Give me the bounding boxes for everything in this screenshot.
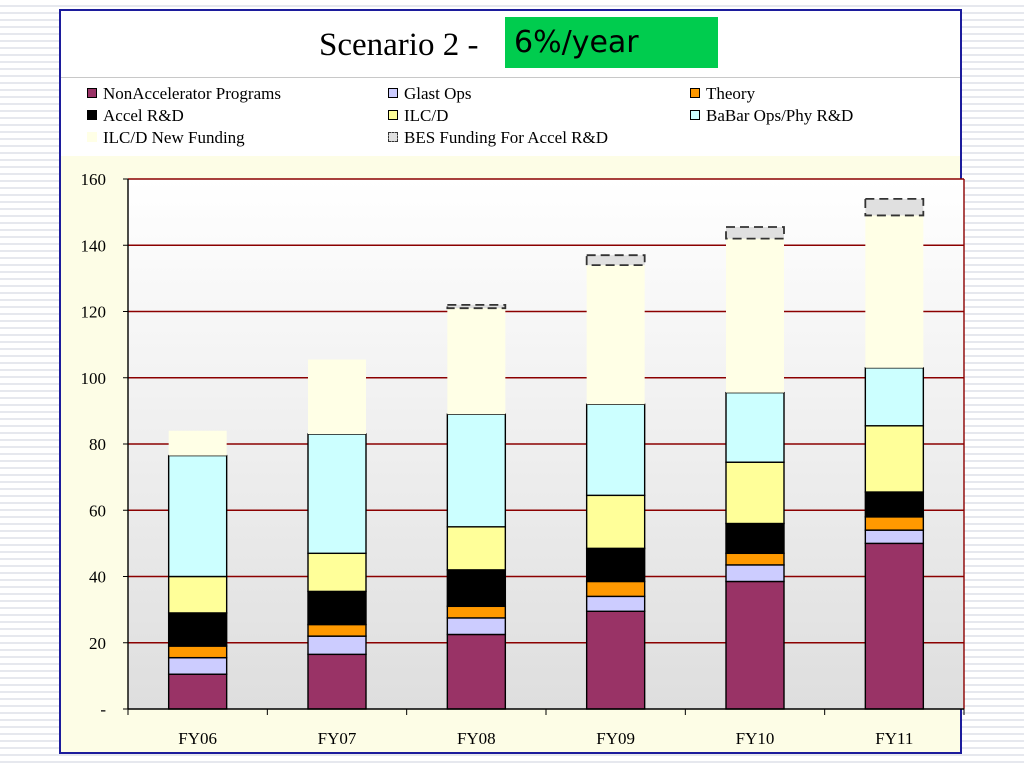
bar-segment: [864, 425, 925, 493]
x-tick-label: FY08: [457, 729, 496, 748]
bar-segment: [864, 516, 925, 531]
bar-segment: [167, 575, 228, 614]
bar-segment: [585, 595, 646, 612]
legend-swatch-accel-rd: [87, 110, 97, 120]
bar-segment: [446, 526, 507, 571]
bar-segment: [585, 547, 646, 583]
x-tick-label: FY06: [178, 729, 217, 748]
bar-segment: [446, 303, 507, 310]
y-tick-label: 100: [81, 369, 107, 388]
legend-label: Theory: [706, 84, 756, 103]
legend-entry-theory: Theory: [690, 84, 755, 104]
legend-swatch-glast-ops: [388, 88, 398, 98]
bar-segment: [307, 653, 367, 710]
bar-segment: [307, 590, 367, 626]
bar-segment: [725, 564, 785, 583]
bar-segment: [586, 265, 645, 405]
bar-segment: [585, 403, 646, 497]
bar-segment: [585, 254, 646, 267]
bar-segment: [725, 580, 785, 710]
bar-segment: [865, 215, 924, 368]
legend-label: NonAccelerator Programs: [103, 84, 281, 103]
legend-swatch-ilc-d: [388, 110, 398, 120]
y-tick-label: 120: [81, 303, 107, 322]
title-highlight: 6%/year: [505, 17, 718, 68]
bar-segment: [446, 633, 507, 710]
legend-label: BaBar Ops/Phy R&D: [706, 106, 854, 125]
legend-swatch-theory: [690, 88, 700, 98]
bar-segment: [725, 391, 785, 463]
bar-segment: [864, 491, 925, 518]
bar-segment: [446, 605, 507, 619]
x-tick-label: FY07: [318, 729, 357, 748]
y-tick-label: -: [100, 700, 106, 719]
x-tick-label: FY09: [596, 729, 635, 748]
legend-entry-accel-rd: Accel R&D: [87, 106, 184, 126]
bar-segment: [725, 461, 785, 525]
legend-label: ILC/D New Funding: [103, 128, 245, 147]
slide-title: Scenario 2 -: [319, 27, 479, 63]
legend-entry-glast-ops: Glast Ops: [388, 84, 472, 104]
bar-segment: [585, 580, 646, 598]
y-tick-label: 160: [81, 170, 107, 189]
bar-segment: [307, 552, 367, 593]
legend-entry-ilc-d: ILC/D: [388, 106, 448, 126]
y-tick-label: 40: [89, 568, 106, 587]
bar-segment: [864, 197, 925, 217]
legend-label: ILC/D: [404, 106, 449, 125]
bar-segment: [167, 645, 228, 659]
legend-swatch-babar-ops: [690, 110, 700, 120]
x-tick-label: FY11: [875, 729, 913, 748]
bar-segment: [167, 612, 228, 647]
bar-segment: [447, 308, 506, 415]
bar-segment: [446, 413, 507, 528]
bar-segment: [585, 610, 646, 710]
legend-entry-bes-funding: BES Funding For Accel R&D: [388, 128, 608, 148]
y-tick-label: 80: [89, 435, 106, 454]
y-tick-label: 60: [89, 501, 106, 520]
bar-segment: [725, 522, 785, 555]
bar-segment: [167, 454, 228, 578]
bar-segment: [307, 635, 367, 656]
chart-legend: NonAccelerator Programs Glast Ops Theory…: [61, 77, 960, 157]
bar-segment: [864, 529, 925, 545]
legend-swatch-bes-funding: [388, 132, 398, 142]
legend-swatch-nonaccelerator-programs: [87, 88, 97, 98]
bar-segment: [726, 238, 784, 393]
legend-label: Glast Ops: [404, 84, 472, 103]
bar-segment: [168, 430, 227, 456]
bar-segment: [725, 552, 785, 566]
y-tick-label: 20: [89, 634, 106, 653]
legend-label: Accel R&D: [103, 106, 184, 125]
bar-segment: [167, 673, 228, 710]
x-tick-label: FY10: [736, 729, 775, 748]
bar-segment: [446, 617, 507, 636]
legend-entry-nonaccelerator-programs: NonAccelerator Programs: [87, 84, 281, 104]
bar-segment: [308, 359, 366, 435]
bar-segment: [307, 433, 367, 555]
bar-segment: [307, 623, 367, 637]
legend-entry-ilc-d-new-funding: ILC/D New Funding: [87, 128, 245, 148]
legend-entry-babar-ops: BaBar Ops/Phy R&D: [690, 106, 853, 126]
title-band: Scenario 2 - 6%/year: [61, 11, 960, 77]
bar-segment: [585, 494, 646, 550]
bar-segment: [864, 542, 925, 710]
y-tick-label: 140: [81, 236, 107, 255]
legend-swatch-ilc-d-new-funding: [87, 132, 97, 142]
bar-segment: [864, 367, 925, 427]
bar-segment: [446, 569, 507, 608]
bar-segment: [167, 656, 228, 675]
bar-segment: [725, 226, 785, 240]
legend-label: BES Funding For Accel R&D: [404, 128, 609, 147]
